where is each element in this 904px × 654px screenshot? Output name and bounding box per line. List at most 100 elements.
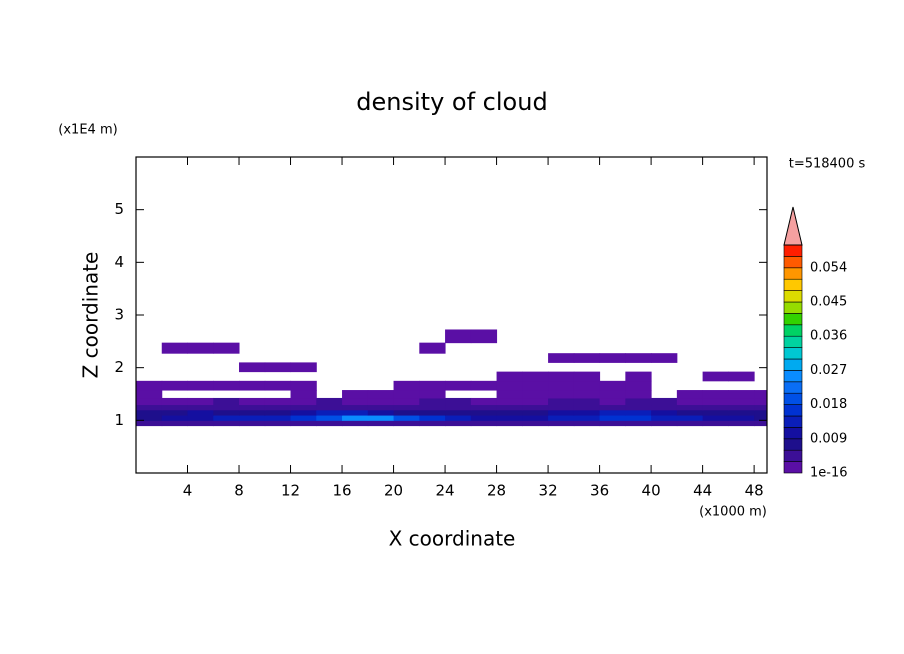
contour-cell <box>548 390 575 399</box>
contour-cell <box>573 404 601 411</box>
contour-cell <box>599 420 626 427</box>
colorbar-segment <box>783 404 803 417</box>
contour-cell <box>470 397 498 406</box>
contour-cell <box>290 404 317 411</box>
contour-cell <box>161 420 189 427</box>
contour-cell <box>290 397 317 406</box>
contour-cell <box>445 415 472 421</box>
colorbar-segment <box>783 358 803 371</box>
x-axis-label: X coordinate <box>389 527 516 551</box>
colorbar-extension <box>783 206 803 246</box>
contour-cell <box>470 409 498 416</box>
contour-cell <box>393 380 420 391</box>
contour-cell <box>187 409 214 416</box>
contour-cell <box>754 390 767 399</box>
contour-cell <box>625 415 652 421</box>
contour-cell <box>496 404 523 411</box>
contour-cell <box>522 390 549 399</box>
contour-cell <box>445 409 472 416</box>
contour-cell <box>290 380 317 391</box>
contour-cell <box>239 415 266 421</box>
contour-cell <box>754 420 767 427</box>
contour-cell <box>213 397 240 406</box>
colorbar-segment <box>783 290 803 303</box>
contour-cell <box>419 409 446 416</box>
contour-cell <box>213 404 240 411</box>
contour-cell <box>342 404 369 411</box>
contour-cell <box>573 380 601 391</box>
contour-cell <box>239 397 266 406</box>
contour-cell <box>393 390 420 399</box>
contour-cell <box>187 420 214 427</box>
contour-cell <box>651 397 678 406</box>
contour-cell <box>548 404 575 411</box>
contour-cell <box>573 397 601 406</box>
contour-cell <box>290 415 317 421</box>
contour-cell <box>187 397 214 406</box>
contour-cell <box>676 415 704 421</box>
x-tick-label: 4 <box>183 482 193 500</box>
contour-cell <box>522 409 549 416</box>
x-tick-label: 44 <box>693 482 712 500</box>
contour-cell <box>264 404 292 411</box>
contour-cell <box>264 415 292 421</box>
x-tick-label: 24 <box>436 482 455 500</box>
x-tick-label: 12 <box>281 482 300 500</box>
contour-cell <box>316 415 343 421</box>
contour-cell <box>470 415 498 421</box>
contour-cell <box>728 409 755 416</box>
contour-cell <box>161 397 189 406</box>
contour-cell <box>367 420 395 427</box>
contour-cell <box>213 342 240 354</box>
contour-cell <box>239 380 266 391</box>
contour-cell <box>445 404 472 411</box>
y-tick-label: 4 <box>114 253 124 271</box>
contour-cell <box>342 390 369 399</box>
contour-cell <box>522 397 549 406</box>
contour-cell <box>522 420 549 427</box>
contour-cell <box>161 415 189 421</box>
contour-cell <box>367 390 395 399</box>
contour-cell <box>651 404 678 411</box>
contour-cell <box>573 371 601 382</box>
contour-cell <box>548 371 575 382</box>
contour-cell <box>599 353 626 363</box>
contour-cell <box>393 404 420 411</box>
contour-cell <box>290 409 317 416</box>
contour-cell <box>342 420 369 427</box>
contour-cell <box>599 397 626 406</box>
contour-cell <box>161 404 189 411</box>
contour-cell <box>393 415 420 421</box>
contour-cell <box>728 420 755 427</box>
contour-cell <box>728 397 755 406</box>
contour-cell <box>239 404 266 411</box>
colorbar-segment <box>783 381 803 394</box>
contour-cell <box>599 415 626 421</box>
y-tick-label: 2 <box>114 358 124 376</box>
contour-cell <box>419 397 446 406</box>
contour-cell <box>187 404 214 411</box>
contour-cell <box>136 390 163 399</box>
contour-cell <box>599 409 626 416</box>
x-tick-label: 40 <box>642 482 661 500</box>
contour-cell <box>367 397 395 406</box>
contour-cell <box>573 415 601 421</box>
contour-cell <box>702 420 729 427</box>
contour-cell <box>316 404 343 411</box>
contour-cell <box>702 415 729 421</box>
contour-cell <box>470 380 498 391</box>
contour-cell <box>496 415 523 421</box>
colorbar-segment <box>783 335 803 348</box>
contour-cell <box>264 362 292 373</box>
colorbar-segment <box>783 278 803 291</box>
contour-cell <box>342 409 369 416</box>
contour-cell <box>264 409 292 416</box>
contour-cell <box>419 415 446 421</box>
contour-cell <box>136 409 163 416</box>
contour-cell <box>264 380 292 391</box>
contour-cell <box>187 380 214 391</box>
contour-cell <box>625 404 652 411</box>
contour-cell <box>187 415 214 421</box>
contour-cell <box>599 390 626 399</box>
